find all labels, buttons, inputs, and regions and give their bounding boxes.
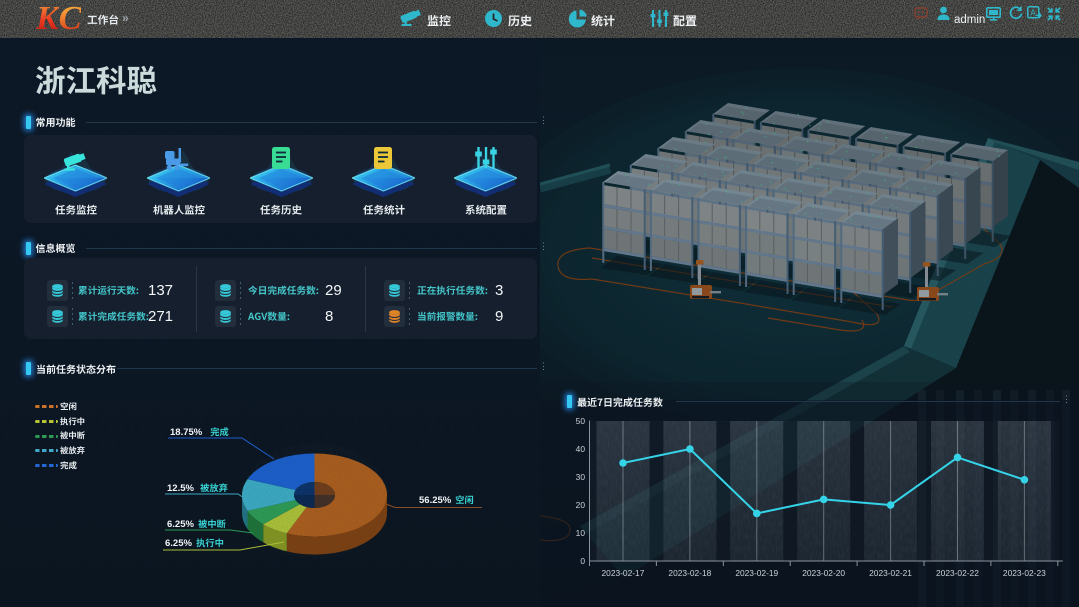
svg-text:A: A (1030, 8, 1036, 17)
